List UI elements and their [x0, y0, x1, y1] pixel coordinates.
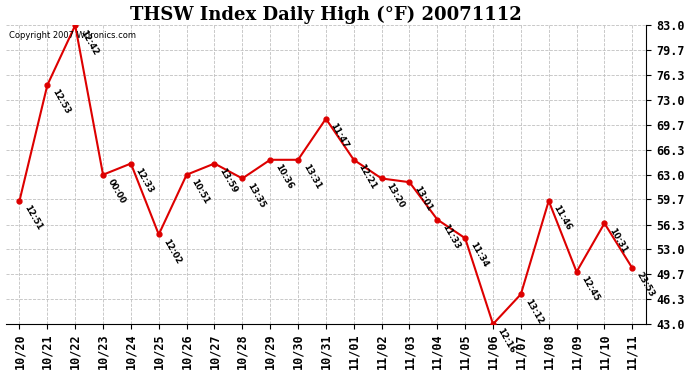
Text: 12:53: 12:53	[50, 88, 72, 116]
Text: 13:59: 13:59	[217, 166, 239, 195]
Text: 10:51: 10:51	[189, 177, 211, 206]
Text: 13:31: 13:31	[301, 163, 322, 191]
Text: 11:33: 11:33	[440, 222, 462, 251]
Text: 12:42: 12:42	[78, 28, 99, 57]
Text: 13:12: 13:12	[524, 297, 545, 326]
Text: 12:16: 12:16	[496, 327, 518, 355]
Text: 13:20: 13:20	[384, 181, 406, 210]
Text: 10:31: 10:31	[607, 226, 629, 254]
Text: 12:21: 12:21	[357, 163, 378, 191]
Text: 12:33: 12:33	[134, 166, 155, 195]
Text: 11:34: 11:34	[468, 241, 489, 269]
Text: Copyright 2007 Wdronics.com: Copyright 2007 Wdronics.com	[9, 32, 136, 40]
Text: 12:51: 12:51	[22, 204, 43, 232]
Text: 13:01: 13:01	[412, 185, 434, 213]
Text: 11:46: 11:46	[551, 204, 573, 232]
Text: 12:45: 12:45	[580, 274, 601, 303]
Title: THSW Index Daily High (°F) 20071112: THSW Index Daily High (°F) 20071112	[130, 6, 522, 24]
Text: 00:00: 00:00	[106, 177, 127, 206]
Text: 23:53: 23:53	[635, 271, 657, 299]
Text: 11:47: 11:47	[328, 122, 351, 150]
Text: 13:35: 13:35	[245, 181, 266, 210]
Text: 10:36: 10:36	[273, 163, 295, 191]
Text: 12:02: 12:02	[161, 237, 183, 266]
